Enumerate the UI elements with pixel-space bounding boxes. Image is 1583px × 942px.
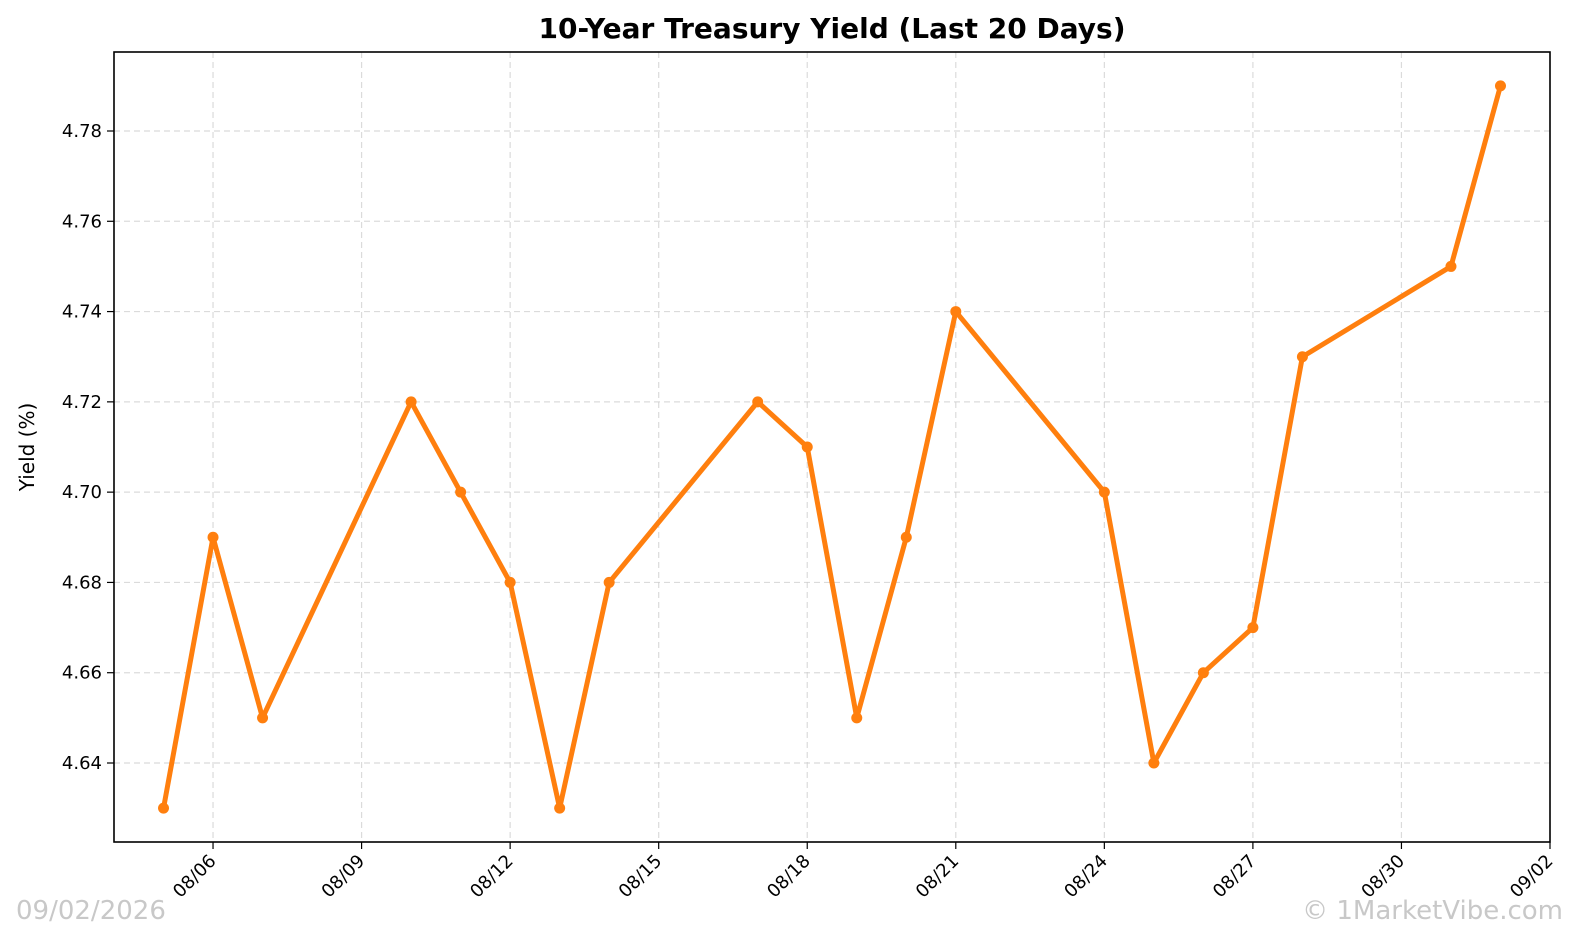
data-point (1494, 80, 1506, 92)
data-point (257, 712, 269, 724)
data-point (752, 396, 764, 408)
x-tick-label: 09/02 (1506, 851, 1558, 903)
plot-frame (113, 51, 1551, 843)
y-tick-label: 4.66 (62, 663, 102, 684)
x-tick-label: 08/12 (466, 851, 518, 903)
y-axis-label: Yield (%) (15, 403, 39, 493)
y-tick-label: 4.78 (62, 121, 102, 142)
chart-title: 10-Year Treasury Yield (Last 20 Days) (538, 12, 1125, 45)
y-tick-label: 4.68 (62, 572, 102, 593)
series-line (161, 83, 1503, 811)
data-point (1296, 351, 1308, 363)
data-point (504, 576, 516, 588)
data-point (554, 802, 566, 814)
x-tick-label: 08/21 (912, 851, 964, 903)
credit-watermark: © 1MarketVibe.com (1302, 896, 1563, 926)
grid-lines (114, 52, 1551, 842)
y-tick-label: 4.76 (62, 211, 102, 232)
x-tick-label: 08/06 (169, 851, 221, 903)
x-tick-label: 08/27 (1209, 851, 1261, 903)
x-tick-label: 08/30 (1357, 851, 1409, 903)
y-tick-label: 4.64 (62, 753, 102, 774)
data-point (801, 441, 813, 453)
data-point (900, 531, 912, 543)
data-point (1148, 757, 1160, 769)
x-tick-label: 08/24 (1060, 851, 1112, 903)
data-point (603, 576, 615, 588)
data-point (1098, 486, 1110, 498)
data-point (207, 531, 219, 543)
data-point (455, 486, 467, 498)
data-point (158, 802, 170, 814)
data-point (405, 396, 417, 408)
x-tick-label: 08/18 (763, 851, 815, 903)
data-point (1197, 667, 1209, 679)
y-tick-label: 4.74 (62, 302, 102, 323)
y-tick-label: 4.72 (62, 392, 102, 413)
x-tick-label: 08/15 (615, 851, 667, 903)
data-point (851, 712, 863, 724)
data-point (950, 306, 962, 318)
y-tick-label: 4.70 (62, 482, 102, 503)
x-tick-label: 08/09 (318, 851, 370, 903)
date-watermark: 09/02/2026 (16, 896, 166, 926)
data-point (1445, 260, 1457, 272)
series-line-group (158, 80, 1506, 814)
axis-ticks: 4.64 4.66 4.68 4.70 4.72 4.74 4.76 4.78 08/06 08/… (62, 121, 1558, 902)
data-point (1247, 622, 1259, 634)
